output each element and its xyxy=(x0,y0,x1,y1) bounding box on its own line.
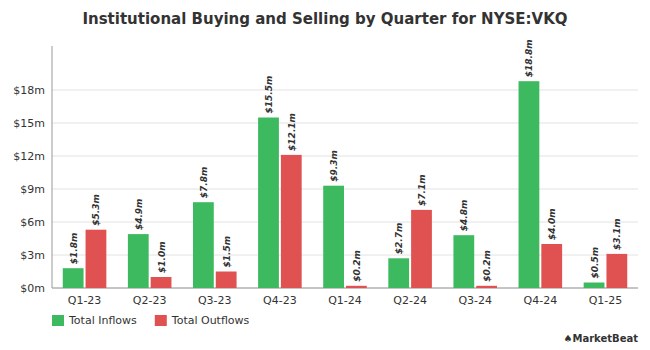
bar xyxy=(476,286,497,288)
bar xyxy=(541,244,562,288)
grid-line xyxy=(52,90,638,91)
data-label: $1.5m xyxy=(222,236,232,268)
y-tick-label: $0m xyxy=(20,282,45,295)
x-tick-label: Q3-23 xyxy=(198,294,232,307)
grid-line xyxy=(52,189,638,190)
y-tick-label: $3m xyxy=(20,249,45,262)
bar xyxy=(151,277,172,288)
bar xyxy=(323,186,344,288)
y-tick-label: $15m xyxy=(13,117,45,130)
x-tick-label: Q1-25 xyxy=(589,294,623,307)
y-tick-label: $9m xyxy=(20,183,45,196)
data-label: $1.8m xyxy=(69,233,79,265)
x-tick-label: Q1-23 xyxy=(68,294,102,307)
y-axis-line xyxy=(52,46,53,288)
grid-line xyxy=(52,156,638,157)
legend-label: Total Inflows xyxy=(68,314,137,327)
chart: Institutional Buying and Selling by Quar… xyxy=(0,0,650,350)
bar xyxy=(584,283,605,289)
data-label: $0.2m xyxy=(482,250,492,282)
legend-swatch xyxy=(155,315,167,326)
bar xyxy=(281,155,302,288)
title: Institutional Buying and Selling by Quar… xyxy=(82,10,567,28)
data-label: $9.3m xyxy=(329,150,339,182)
data-label: $4.0m xyxy=(547,208,557,240)
bar xyxy=(63,268,84,288)
y-tick-label: $18m xyxy=(13,84,45,97)
x-tick-label: Q2-23 xyxy=(133,294,167,307)
data-label: $1.0m xyxy=(157,241,167,273)
data-label: $7.8m xyxy=(199,167,209,199)
bar xyxy=(128,234,149,288)
data-label: $18.8m xyxy=(524,39,534,77)
data-label: $12.1m xyxy=(287,113,297,151)
data-label: $3.1m xyxy=(612,218,622,250)
bar xyxy=(411,210,432,288)
bar xyxy=(216,272,237,289)
legend-swatch xyxy=(52,315,64,326)
data-label: $15.5m xyxy=(264,76,274,114)
bar xyxy=(388,258,409,288)
y-tick-label: $6m xyxy=(20,216,45,229)
bar xyxy=(606,254,627,288)
legend-label: Total Outflows xyxy=(171,314,250,327)
data-label: $4.9m xyxy=(134,199,144,231)
grid-line xyxy=(52,123,638,124)
data-label: $0.5m xyxy=(590,247,600,279)
bar xyxy=(519,81,540,288)
bar xyxy=(193,202,214,288)
x-tick-label: Q4-24 xyxy=(524,294,558,307)
x-tick-label: Q3-24 xyxy=(458,294,492,307)
grid xyxy=(52,90,638,288)
bar xyxy=(258,118,279,289)
annotation: ♠MarketBeat xyxy=(564,333,639,344)
bars xyxy=(63,81,627,288)
data-label: $2.7m xyxy=(394,223,404,255)
bar xyxy=(86,230,107,288)
y-tick-label: $12m xyxy=(13,150,45,163)
data-label: $0.2m xyxy=(352,250,362,282)
bar xyxy=(453,235,474,288)
legend: Total Inflows Total Outflows xyxy=(52,314,250,327)
bar xyxy=(346,286,367,288)
x-tick-label: Q1-24 xyxy=(328,294,362,307)
data-label: $5.3m xyxy=(91,194,101,226)
data-labels: $1.8m $4.9m $7.8m $15.5m $9.3m $2.7m $4.8m $18.… xyxy=(69,39,623,281)
data-label: $4.8m xyxy=(459,200,469,232)
x-tick-label: Q4-23 xyxy=(263,294,297,307)
data-label: $7.1m xyxy=(417,174,427,206)
x-tick-label: Q2-24 xyxy=(393,294,427,307)
